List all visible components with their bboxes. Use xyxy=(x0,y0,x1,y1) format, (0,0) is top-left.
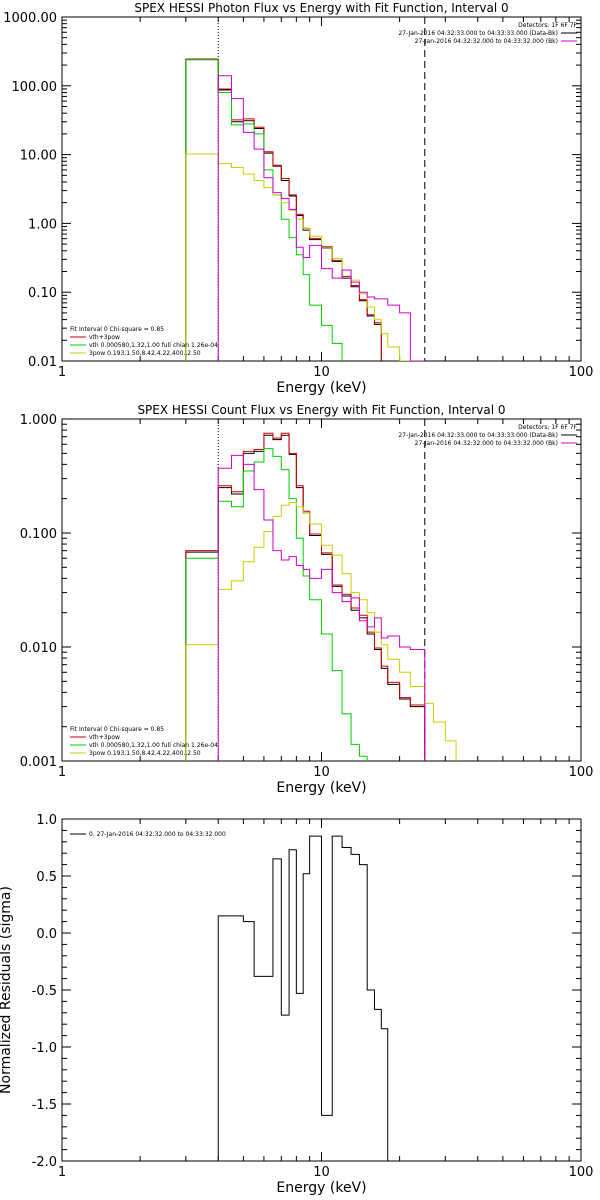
legend-label: Detectors: 1F 6F 7F xyxy=(518,22,577,29)
legend-label: vth 0.000580,1.32,1.00 full chian 1.26e-… xyxy=(89,742,218,749)
chart-title: SPEX HESSI Photon Flux vs Energy with Fi… xyxy=(134,1,508,15)
y-tick-label: -1.5 xyxy=(32,1098,57,1113)
chart-2: 1 10 100 1.000 0.100 0.010 0.001 SPEX HESSI Cou… xyxy=(20,403,594,796)
series-5-line xyxy=(217,75,425,361)
x-tick-label: 100 xyxy=(569,1165,594,1180)
series-1-line xyxy=(185,59,382,361)
series-group xyxy=(185,58,425,361)
series-3-line xyxy=(185,448,368,761)
y-axis-label: Normalized Residuals (sigma) xyxy=(0,886,14,1094)
legend-top-left: 0. 27-Jan-2016 04:32:32.000 to 04:33:32.… xyxy=(70,831,226,838)
legend-label: 3pow 0.193,1.50,8.42,4.22,400.,2.50 xyxy=(89,350,201,357)
legend-bottom-left: Fit Interval 0 Chi-square = 0.85vth+3pow… xyxy=(70,326,218,357)
legend-label: Detectors: 1F 6F 7F xyxy=(518,424,577,431)
x-tick-label: 100 xyxy=(569,365,594,380)
y-tick-label: 0.0 xyxy=(36,927,57,942)
series-group xyxy=(217,835,389,1161)
legend-label: 27-Jan-2016 04:32:32.000 to 04:33:32.000… xyxy=(415,440,558,447)
legend-label: Fit Interval 0 Chi-square = 0.85 xyxy=(70,326,164,333)
chart-3: 1 10 100 1.0 0.5 0.0 -0.5 -1.0 -1.5 -2.0 Energy (k… xyxy=(0,813,593,1196)
legend-bottom-left: Fit Interval 0 Chi-square = 0.85vth+3pow… xyxy=(70,726,218,757)
legend-label: vth 0.000580,1.32,1.00 full chian 1.26e-… xyxy=(89,342,218,349)
series-1-line xyxy=(217,835,389,1161)
legend-label: 27-Jan-2016 04:32:33.000 to 04:33:33.000… xyxy=(398,30,558,37)
x-tick-label: 100 xyxy=(569,765,594,780)
plot-frame xyxy=(61,418,582,762)
x-tick-label: 1 xyxy=(58,1165,66,1180)
y-tick-label: 0.100 xyxy=(20,527,57,542)
series-group xyxy=(185,432,457,761)
chart-title: SPEX HESSI Count Flux vs Energy with Fit… xyxy=(137,403,505,417)
x-tick-label: 10 xyxy=(313,1165,330,1180)
series-3-line xyxy=(185,59,343,361)
legend-label: 3pow 0.193,1.50,8.42,4.22,400.,2.50 xyxy=(89,750,201,757)
series-1-line xyxy=(185,434,426,761)
legend-label: 27-Jan-2016 04:32:32.000 to 04:33:32.000… xyxy=(415,38,558,45)
y-tick-label: 1000.00 xyxy=(3,11,57,26)
y-tick-label: 10.00 xyxy=(20,149,57,164)
y-tick-label: 1.000 xyxy=(20,413,57,428)
series-2-line xyxy=(185,58,382,361)
y-tick-label: 1.00 xyxy=(28,217,57,232)
series-4-line xyxy=(185,502,457,761)
y-tick-label: -0.5 xyxy=(32,984,57,999)
y-tick-label: 0.010 xyxy=(20,641,57,656)
y-tick-label: -1.0 xyxy=(32,1041,57,1056)
y-tick-label: -2.0 xyxy=(32,1155,57,1170)
legend-label: 0. 27-Jan-2016 04:32:32.000 to 04:33:32.… xyxy=(89,831,226,838)
legend-label: 27-Jan-2016 04:32:33.000 to 04:33:33.000… xyxy=(398,432,558,439)
y-tick-label: 0.10 xyxy=(28,286,57,301)
legend-label: vth+3pow xyxy=(89,734,120,741)
series-5-line xyxy=(217,454,426,761)
x-axis-label: Energy (keV) xyxy=(276,380,366,396)
x-tick-label: 10 xyxy=(313,365,330,380)
x-axis-label: Energy (keV) xyxy=(276,1180,366,1196)
x-tick-label: 1 xyxy=(58,365,66,380)
series-2-line xyxy=(185,432,426,761)
x-tick-label: 10 xyxy=(313,765,330,780)
series-4-line xyxy=(185,153,411,361)
legend-label: vth+3pow xyxy=(89,334,120,341)
y-tick-label: 0.5 xyxy=(36,870,57,885)
y-tick-label: 0.001 xyxy=(20,755,57,770)
y-tick-label: 1.0 xyxy=(36,813,57,828)
y-tick-label: 0.01 xyxy=(28,355,57,370)
y-tick-label: 100.00 xyxy=(12,80,58,95)
chart-1: 1 10 100 1000.00 100.00 10.00 1.00 0.10 0.01 SPEX… xyxy=(3,1,593,396)
legend-label: Fit Interval 0 Chi-square = 0.85 xyxy=(70,726,164,733)
x-axis-label: Energy (keV) xyxy=(276,780,366,796)
x-tick-label: 1 xyxy=(58,765,66,780)
